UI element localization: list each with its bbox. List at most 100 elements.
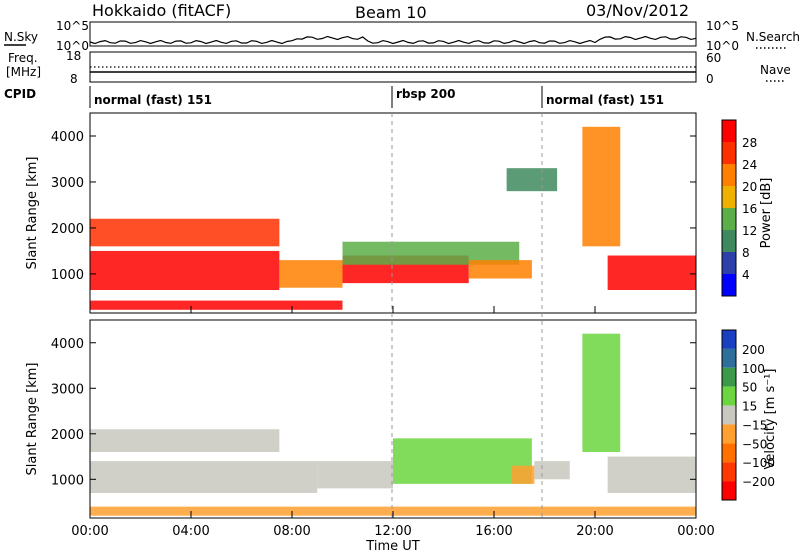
nave-tick-top: 60 (706, 51, 721, 65)
colorbar-tick-label: 100 (742, 362, 765, 376)
colorbar-swatch (722, 424, 736, 444)
sky-tick-bottom: 10^0 (56, 39, 89, 53)
colorbar-swatch (722, 462, 736, 482)
power-region (90, 218, 280, 247)
freq-tick-top: 18 (66, 49, 81, 63)
power-region (607, 255, 696, 291)
colorbar-tick-label: 20 (742, 180, 757, 194)
velocity-region (534, 461, 570, 480)
velocity-heatmap (90, 333, 696, 516)
y-tick-label: 4000 (51, 130, 84, 145)
power-ylabel: Slant Range [km] (25, 157, 40, 270)
freq-label: Freq. (8, 51, 38, 65)
freq-unit-label: [MHz] (6, 65, 41, 79)
colorbar-swatch (722, 386, 736, 406)
colorbar-tick-label: −15 (742, 418, 767, 432)
colorbar-tick-label: 12 (742, 224, 757, 238)
y-tick-label: 2000 (51, 428, 84, 443)
x-tick-label: 04:00 (172, 524, 209, 539)
x-tick-label: 20:00 (576, 524, 613, 539)
x-axis-label: Time UT (365, 539, 419, 554)
search-tick-top: 10^5 (706, 19, 739, 33)
colorbar-tick-label: 50 (742, 381, 757, 395)
colorbar-tick-label: 4 (742, 268, 750, 282)
colorbar-swatch (722, 367, 736, 387)
x-axis-ticks: 00:00 04:00 08:00 12:00 16:00 20:00 00:00 (71, 306, 715, 539)
sky-trace-line (89, 35, 697, 45)
colorbar-swatch (722, 252, 736, 274)
colorbar-frame (721, 329, 737, 501)
power-region (90, 250, 280, 291)
y-tick-label: 4000 (51, 337, 84, 352)
colorbar-swatch (722, 481, 736, 500)
velocity-y-ticks: 4000 3000 2000 1000 (51, 337, 696, 488)
velocity-region (90, 429, 280, 452)
power-region (468, 260, 532, 279)
velocity-colorbar-label: Velocity [m s⁻¹] (763, 369, 778, 470)
power-region (279, 260, 343, 288)
cpid-label: CPID (4, 87, 36, 101)
search-tick-bottom: 10^0 (706, 39, 739, 53)
freq-tick-bottom: 8 (70, 72, 78, 86)
colorbar-tick-label: 8 (742, 246, 750, 260)
nave-label: Nave (760, 63, 791, 77)
power-region (582, 126, 621, 247)
sky-panel-frame (89, 21, 697, 47)
colorbar-swatch (722, 120, 736, 142)
colorbar-tick-label: −50 (742, 437, 767, 451)
beam-title: Beam 10 (355, 3, 427, 22)
cpid-mode-3: normal (fast) 151 (546, 93, 664, 107)
search-label: N.Search (746, 30, 800, 44)
power-region (506, 168, 558, 192)
velocity-region (90, 461, 318, 493)
y-tick-label: 3000 (51, 382, 84, 397)
y-tick-label: 1000 (51, 473, 84, 488)
colorbar-tick-label: −200 (742, 475, 775, 489)
colorbar-tick-label: −100 (742, 456, 775, 470)
y-tick-label: 1000 (51, 268, 84, 283)
nave-tick-bottom: 0 (706, 72, 714, 86)
power-colorbar-label: Power [dB] (759, 178, 774, 249)
freq-panel-frame (89, 51, 697, 83)
y-tick-label: 2000 (51, 222, 84, 237)
colorbar-swatch (722, 186, 736, 208)
velocity-colorbar: 200 100 50 15 −15 −50 −100 −200 (721, 329, 775, 501)
sky-trace (89, 35, 697, 45)
colorbar-tick-label: 28 (742, 136, 757, 150)
sky-tick-top: 10^5 (56, 19, 89, 33)
velocity-ylabel: Slant Range [km] (25, 363, 40, 476)
power-region (90, 300, 343, 310)
velocity-region (607, 456, 696, 493)
colorbar-swatch (722, 164, 736, 186)
power-region (342, 241, 520, 265)
x-tick-label: 00:00 (677, 524, 714, 539)
velocity-region (511, 465, 535, 484)
velocity-region (317, 461, 393, 489)
cpid-mode-1: normal (fast) 151 (94, 93, 212, 107)
power-colorbar: 28 24 20 16 12 8 4 (721, 119, 757, 297)
power-y-ticks: 4000 3000 2000 1000 (51, 130, 696, 283)
colorbar-tick-label: 16 (742, 202, 757, 216)
power-heatmap (90, 126, 696, 310)
colorbar-swatch (722, 443, 736, 463)
colorbar-swatch (722, 208, 736, 230)
colorbar-frame (721, 119, 737, 297)
velocity-region (393, 438, 532, 484)
colorbar-swatch (722, 405, 736, 425)
sky-label: N.Sky (4, 30, 38, 44)
x-tick-label: 08:00 (273, 524, 310, 539)
colorbar-swatch (722, 230, 736, 252)
x-tick-label: 16:00 (475, 524, 512, 539)
colorbar-tick-label: 24 (742, 158, 757, 172)
colorbar-swatch (722, 142, 736, 164)
colorbar-swatch (722, 330, 736, 349)
colorbar-swatch (722, 348, 736, 368)
x-tick-label: 12:00 (374, 524, 411, 539)
date-title: 03/Nov/2012 (586, 1, 689, 20)
y-tick-label: 3000 (51, 176, 84, 191)
colorbar-tick-label: 15 (742, 400, 757, 414)
colorbar-tick-label: 200 (742, 343, 765, 357)
station-title: Hokkaido (fitACF) (92, 1, 231, 20)
cpid-mode-2: rbsp 200 (396, 87, 455, 101)
